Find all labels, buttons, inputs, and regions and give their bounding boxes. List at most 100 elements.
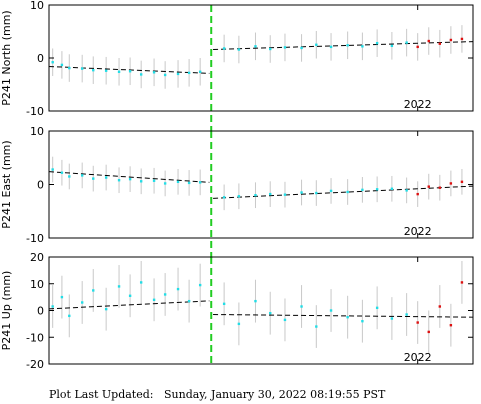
- y-tick-label: 0: [37, 52, 44, 65]
- panel-3: -20 -10 0 10 20 2022 P241 Up (mm): [0, 251, 474, 371]
- data-point: [315, 325, 318, 328]
- data-point: [117, 70, 121, 73]
- data-point: [104, 307, 108, 311]
- data-point: [117, 285, 121, 288]
- data-point: [176, 180, 180, 184]
- data-point: [269, 192, 272, 196]
- y-tick-label: -20: [26, 358, 44, 371]
- x-tick-label: 2022: [404, 225, 432, 238]
- recent-data-point: [416, 45, 419, 49]
- data-point: [254, 299, 257, 303]
- data-point: [198, 181, 202, 184]
- data-point: [152, 298, 156, 301]
- recent-data-point: [460, 37, 464, 41]
- data-point: [222, 302, 226, 306]
- data-point: [104, 176, 108, 179]
- y-axis-label: P241 Up (mm): [0, 271, 13, 351]
- data-point: [163, 182, 167, 185]
- recent-data-point: [460, 180, 464, 184]
- data-point: [405, 313, 408, 316]
- data-point: [128, 70, 132, 73]
- recent-data-point: [438, 42, 442, 45]
- data-point: [60, 171, 64, 174]
- data-point: [329, 45, 333, 49]
- data-point: [80, 174, 84, 177]
- plot-frame: [48, 130, 474, 239]
- data-point: [60, 63, 64, 67]
- data-point: [163, 293, 167, 296]
- data-point: [269, 47, 272, 51]
- data-point: [315, 43, 318, 46]
- footer-label: Plot Last Updated:: [49, 388, 154, 401]
- data-point: [222, 196, 226, 199]
- x-tick-label: 2022: [404, 98, 432, 111]
- data-point: [375, 41, 379, 45]
- data-point: [128, 177, 132, 181]
- trend-line: [213, 41, 474, 51]
- y-tick-label: 10: [30, 0, 44, 12]
- data-point: [315, 191, 318, 195]
- data-point: [198, 283, 202, 287]
- data-point: [51, 305, 54, 308]
- y-tick-label: 0: [37, 179, 44, 192]
- data-point: [92, 289, 95, 292]
- data-point: [92, 68, 95, 72]
- data-point: [163, 73, 167, 77]
- trend-line: [213, 314, 474, 318]
- data-point: [176, 287, 180, 291]
- data-point: [139, 180, 143, 183]
- footer-timestamp: Sunday, January 30, 2022 08:19:55 PST: [163, 388, 386, 401]
- data-point: [117, 179, 121, 182]
- data-point: [375, 188, 379, 191]
- recent-data-point: [427, 185, 430, 188]
- y-tick-label: 20: [30, 251, 44, 264]
- data-point: [361, 320, 364, 323]
- trend-line: [48, 65, 210, 74]
- y-tick-label: 10: [30, 278, 44, 291]
- recent-data-point: [449, 182, 453, 185]
- data-point: [346, 190, 349, 194]
- data-point: [187, 181, 191, 185]
- recent-data-point: [427, 39, 430, 43]
- y-axis-label: P241 East (mm): [0, 140, 13, 228]
- recent-data-point: [449, 38, 453, 42]
- y-tick-label: -10: [26, 232, 44, 245]
- plot-footer: Plot Last Updated: Sunday, January 30, 2…: [49, 388, 385, 401]
- data-point: [139, 73, 143, 76]
- trend-line: [48, 171, 210, 183]
- data-point: [68, 175, 71, 178]
- recent-data-point: [416, 192, 419, 196]
- data-point: [222, 47, 226, 50]
- data-point: [128, 294, 132, 297]
- y-tick-label: -10: [26, 331, 44, 344]
- data-point: [237, 322, 241, 326]
- data-point: [254, 194, 257, 197]
- data-point: [254, 45, 257, 48]
- data-point: [152, 71, 156, 74]
- data-point: [92, 177, 95, 180]
- data-point: [68, 66, 71, 70]
- data-point: [283, 193, 287, 196]
- data-point: [283, 46, 287, 49]
- panel-1: -10 0 10 2022 P241 North (mm): [0, 0, 474, 131]
- data-point: [68, 314, 71, 318]
- data-point: [152, 179, 156, 182]
- data-point: [176, 72, 180, 76]
- recent-data-point: [460, 281, 464, 284]
- data-point: [390, 187, 394, 190]
- data-point: [80, 301, 84, 304]
- data-point: [346, 44, 349, 47]
- recent-data-point: [427, 330, 430, 334]
- data-point: [51, 61, 54, 64]
- data-point: [237, 48, 241, 51]
- data-point: [104, 69, 108, 72]
- data-point: [329, 189, 333, 193]
- data-point: [187, 71, 191, 75]
- recent-data-point: [438, 305, 442, 308]
- data-point: [361, 188, 364, 192]
- y-tick-label: 10: [30, 125, 44, 138]
- data-point: [80, 67, 84, 70]
- data-point: [60, 295, 64, 299]
- data-point: [198, 70, 202, 73]
